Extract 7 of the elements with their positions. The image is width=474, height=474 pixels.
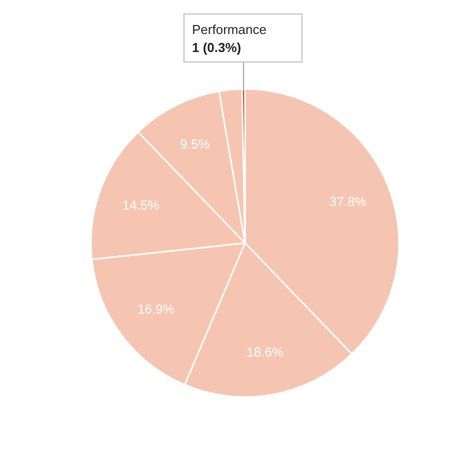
data-label: 14.5% [122, 198, 160, 213]
slice-label: Performance [192, 22, 266, 37]
data-label: 18.6% [246, 344, 284, 360]
data-label: 37.8% [329, 194, 367, 210]
data-label: 9.5% [180, 136, 210, 152]
data-label: 16.9% [137, 302, 175, 317]
data-label: 1 (0.3%) [192, 40, 242, 55]
